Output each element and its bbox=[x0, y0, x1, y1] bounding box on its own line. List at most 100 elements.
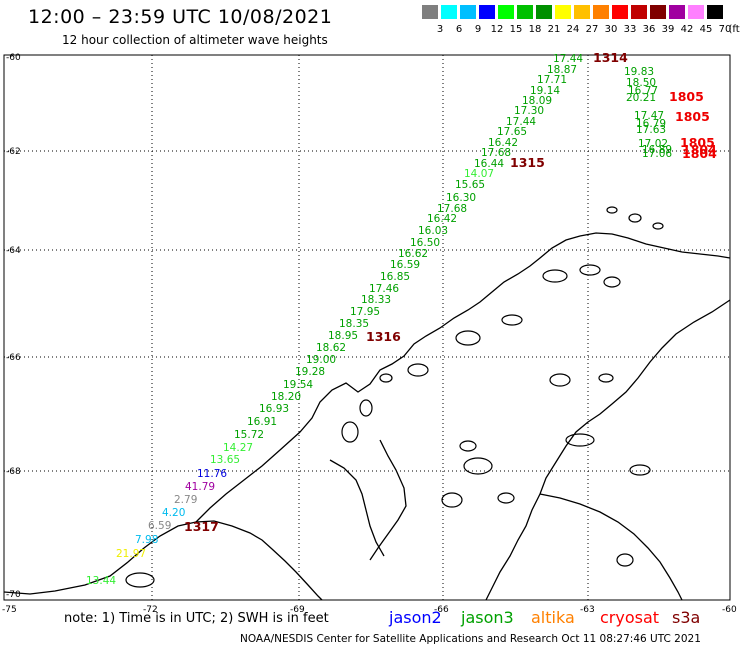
pass-time-label: 1805 bbox=[675, 109, 710, 124]
wave-height-labels: 17.44 18.87 17.71 19.14 18.09 17.30 17.4… bbox=[86, 53, 672, 587]
wave-height-label: 11.76 bbox=[197, 468, 227, 480]
island bbox=[341, 421, 359, 443]
wave-height-label: 17.47 bbox=[634, 110, 664, 122]
pass-time-label: 1315 bbox=[510, 155, 545, 170]
wave-height-label: 16.89 bbox=[642, 144, 672, 156]
legend-label: 18 bbox=[528, 24, 542, 35]
graticule bbox=[4, 55, 730, 600]
wave-height-label: 18.62 bbox=[316, 342, 346, 354]
wave-height-label: 16.44 bbox=[474, 158, 504, 170]
wave-height-label: 13.65 bbox=[210, 454, 240, 466]
island bbox=[459, 440, 477, 452]
wave-height-label: 16.50 bbox=[410, 237, 440, 249]
island bbox=[598, 373, 614, 383]
island bbox=[628, 213, 642, 223]
coastline-shelf-2 bbox=[329, 459, 385, 557]
wave-height-label: 17.44 bbox=[506, 116, 536, 128]
wave-height-label: 2.79 bbox=[174, 494, 197, 506]
map-title: 12:00 – 23:59 UTC 10/08/2021 bbox=[28, 6, 333, 28]
legend-label: 12 bbox=[490, 24, 504, 35]
coastline-shelf bbox=[369, 439, 407, 561]
wave-height-label: 16.03 bbox=[418, 225, 448, 237]
wave-height-label: 13.44 bbox=[86, 575, 116, 587]
satellite-legend-altika: altika bbox=[531, 608, 575, 627]
coastline-peninsula bbox=[3, 520, 323, 601]
wave-height-label: 19.28 bbox=[295, 366, 325, 378]
legend-label: 33 bbox=[623, 24, 637, 35]
pass-time-label: 1805 bbox=[680, 135, 715, 150]
wave-height-label: 18.20 bbox=[271, 391, 301, 403]
island bbox=[565, 433, 595, 447]
legend-label: 6 bbox=[455, 24, 463, 35]
island bbox=[652, 222, 664, 230]
lat-label: -60 bbox=[6, 53, 21, 63]
wave-height-label: 14.27 bbox=[223, 442, 253, 454]
wave-height-label: 16.85 bbox=[380, 271, 410, 283]
wave-height-label: 14.07 bbox=[464, 168, 494, 180]
legend-swatch bbox=[650, 5, 666, 19]
satellite-legend-jason2: jason2 bbox=[389, 608, 442, 627]
legend-swatch bbox=[422, 5, 438, 19]
lat-label: -66 bbox=[6, 353, 21, 363]
wave-height-label: 18.09 bbox=[522, 95, 552, 107]
legend-label: 24 bbox=[566, 24, 580, 35]
lon-label: -66 bbox=[434, 605, 449, 615]
wave-height-label: 18.35 bbox=[339, 318, 369, 330]
pass-time-label: 1314 bbox=[593, 50, 628, 65]
legend-label: 3 bbox=[436, 24, 444, 35]
lat-label: -64 bbox=[6, 246, 21, 256]
satellite-legend-jason3: jason3 bbox=[461, 608, 514, 627]
pass-time-label: 1316 bbox=[366, 329, 401, 344]
island bbox=[606, 206, 618, 214]
wave-height-label: 17.44 bbox=[553, 53, 583, 65]
legend-label: 30 bbox=[604, 24, 618, 35]
lon-label: -72 bbox=[143, 605, 158, 615]
wave-height-label: 16.62 bbox=[398, 248, 428, 260]
island bbox=[463, 457, 493, 475]
map-frame bbox=[3, 54, 731, 601]
wave-height-label: 16.59 bbox=[390, 259, 420, 271]
legend-swatch bbox=[460, 5, 476, 19]
lon-label: -60 bbox=[722, 605, 737, 615]
pass-time-label: 1317 bbox=[184, 519, 219, 534]
wave-height-label: 15.72 bbox=[234, 429, 264, 441]
wave-height-label: 41.79 bbox=[185, 481, 215, 493]
legend-swatch bbox=[574, 5, 590, 19]
legend-label: 9 bbox=[474, 24, 482, 35]
island bbox=[501, 314, 523, 326]
lon-label: -63 bbox=[580, 605, 595, 615]
island bbox=[441, 492, 463, 508]
wave-height-label: 19.83 bbox=[624, 66, 654, 78]
wave-height-label: 19.14 bbox=[530, 85, 560, 97]
legend-swatch bbox=[631, 5, 647, 19]
island bbox=[579, 264, 601, 276]
wave-height-label: 18.50 bbox=[626, 77, 656, 89]
coastline-inlet bbox=[539, 493, 683, 601]
legend-label: 36 bbox=[642, 24, 656, 35]
lat-label: -68 bbox=[6, 467, 21, 477]
wave-height-label: 4.20 bbox=[162, 507, 185, 519]
wave-height-label: 21.97 bbox=[116, 548, 146, 560]
legend-label: 27 bbox=[585, 24, 599, 35]
legend-unit: (ft) bbox=[728, 24, 740, 35]
wave-height-label: 16.42 bbox=[427, 213, 457, 225]
wave-height-label: 7.98 bbox=[135, 534, 158, 546]
wave-height-label: 18.87 bbox=[547, 64, 577, 76]
wave-height-label: 16.91 bbox=[247, 416, 277, 428]
legend-swatch bbox=[441, 5, 457, 19]
wave-height-label: 17.71 bbox=[537, 74, 567, 86]
legend-swatch bbox=[479, 5, 495, 19]
pass-time-labels: 1314 1315 1316 1317 1805 1805 1805 1804 … bbox=[184, 50, 717, 534]
legend-swatch bbox=[707, 5, 723, 19]
island bbox=[603, 276, 621, 288]
wave-height-label: 16.93 bbox=[259, 403, 289, 415]
wave-height-label: 17.68 bbox=[437, 203, 467, 215]
wave-height-label: 19.54 bbox=[283, 379, 313, 391]
legend-label: 39 bbox=[661, 24, 675, 35]
island bbox=[407, 363, 429, 377]
wave-height-label: 16.77 bbox=[628, 85, 658, 97]
island bbox=[616, 553, 634, 567]
legend-label: 21 bbox=[547, 24, 561, 35]
satellite-legend-cryosat: cryosat bbox=[600, 608, 660, 627]
